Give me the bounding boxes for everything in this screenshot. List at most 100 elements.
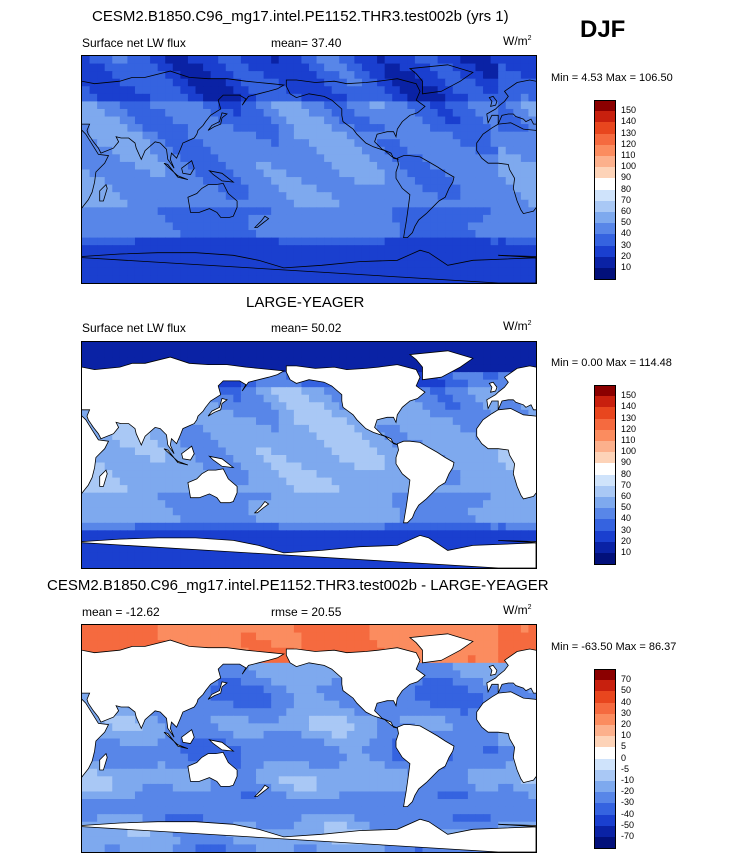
field-cell <box>172 761 181 770</box>
field-cell <box>331 409 340 418</box>
field-cell <box>399 169 408 178</box>
field-cell <box>271 439 280 449</box>
field-cell <box>165 199 174 208</box>
field-cell <box>271 761 280 770</box>
field-cell <box>89 71 98 80</box>
field-cell <box>157 485 166 494</box>
field-cell <box>369 177 378 186</box>
field-cell <box>293 116 303 125</box>
field-cell <box>233 101 242 110</box>
field-cell <box>316 349 325 358</box>
field-cell <box>505 632 514 641</box>
field-cell <box>301 342 310 351</box>
field-cell <box>483 101 492 110</box>
field-cell <box>361 207 371 216</box>
field-cell <box>505 116 514 125</box>
field-cell <box>377 439 386 449</box>
field-cell <box>278 139 287 148</box>
field-cell <box>157 500 166 509</box>
panel1-colorbar-tick-label: 70 <box>621 194 632 205</box>
field-cell <box>528 86 536 95</box>
field-cell <box>498 640 507 649</box>
field-cell <box>445 455 454 464</box>
field-cell <box>414 267 424 277</box>
field-cell <box>505 537 514 546</box>
field-cell <box>271 93 280 102</box>
field-cell <box>278 222 287 231</box>
field-cell <box>452 677 461 687</box>
field-cell <box>354 245 363 254</box>
field-cell <box>528 222 536 231</box>
field-cell <box>256 746 265 755</box>
panel1-colorbar-tick-label: 60 <box>621 206 632 216</box>
field-cell <box>233 86 242 95</box>
field-cell <box>452 700 461 709</box>
panel2-colorbar-color-box <box>594 474 616 486</box>
field-cell <box>520 192 530 201</box>
field-cell <box>369 761 378 770</box>
field-cell <box>112 492 121 501</box>
field-cell <box>195 746 204 755</box>
field-cell <box>187 455 197 464</box>
field-cell <box>263 131 272 140</box>
field-cell <box>445 146 454 155</box>
field-cell <box>392 207 401 216</box>
field-cell <box>505 63 514 72</box>
field-cell <box>172 500 181 509</box>
field-cell <box>392 715 401 724</box>
field-cell <box>165 146 174 155</box>
field-cell <box>142 455 151 464</box>
field-cell <box>271 485 280 494</box>
field-cell <box>150 245 159 254</box>
field-cell <box>309 214 318 224</box>
field-cell <box>422 715 431 724</box>
field-cell <box>142 761 151 770</box>
field-cell <box>384 708 393 717</box>
field-cell <box>324 424 333 433</box>
field-cell <box>316 124 325 133</box>
field-cell <box>172 447 181 456</box>
field-cell <box>331 237 340 246</box>
field-cell <box>180 146 189 155</box>
field-cell <box>354 342 363 351</box>
field-cell <box>467 260 477 269</box>
field-cell <box>89 552 98 562</box>
field-cell <box>256 199 265 208</box>
field-cell <box>483 184 492 193</box>
field-cell <box>104 108 113 118</box>
field-cell <box>112 439 121 449</box>
field-cell <box>263 207 272 216</box>
field-cell <box>142 184 151 193</box>
field-cell <box>293 214 303 224</box>
field-cell <box>263 387 272 396</box>
field-cell <box>150 230 159 239</box>
field-cell <box>399 708 408 717</box>
field-cell <box>82 500 91 509</box>
field-cell <box>309 184 318 193</box>
field-cell <box>309 237 318 246</box>
field-cell <box>271 267 280 277</box>
field-cell <box>498 738 507 747</box>
continent-outline <box>476 122 536 215</box>
field-cell <box>301 708 310 717</box>
field-cell <box>82 207 91 216</box>
field-cell <box>498 93 507 102</box>
field-cell <box>142 776 151 785</box>
field-cell <box>157 184 166 193</box>
field-cell <box>127 124 136 133</box>
panel1-colorbar-color-box <box>594 144 616 156</box>
field-cell <box>195 753 204 762</box>
field-cell <box>377 492 386 501</box>
field-cell <box>278 470 287 479</box>
field-cell <box>422 342 431 351</box>
field-cell <box>324 154 333 163</box>
field-cell <box>490 207 499 216</box>
field-cell <box>97 71 106 80</box>
field-cell <box>452 199 461 208</box>
field-cell <box>445 177 454 186</box>
field-cell <box>89 530 98 539</box>
field-cell <box>483 632 492 641</box>
field-cell <box>505 402 514 411</box>
field-cell <box>475 640 484 649</box>
field-cell <box>240 222 250 231</box>
